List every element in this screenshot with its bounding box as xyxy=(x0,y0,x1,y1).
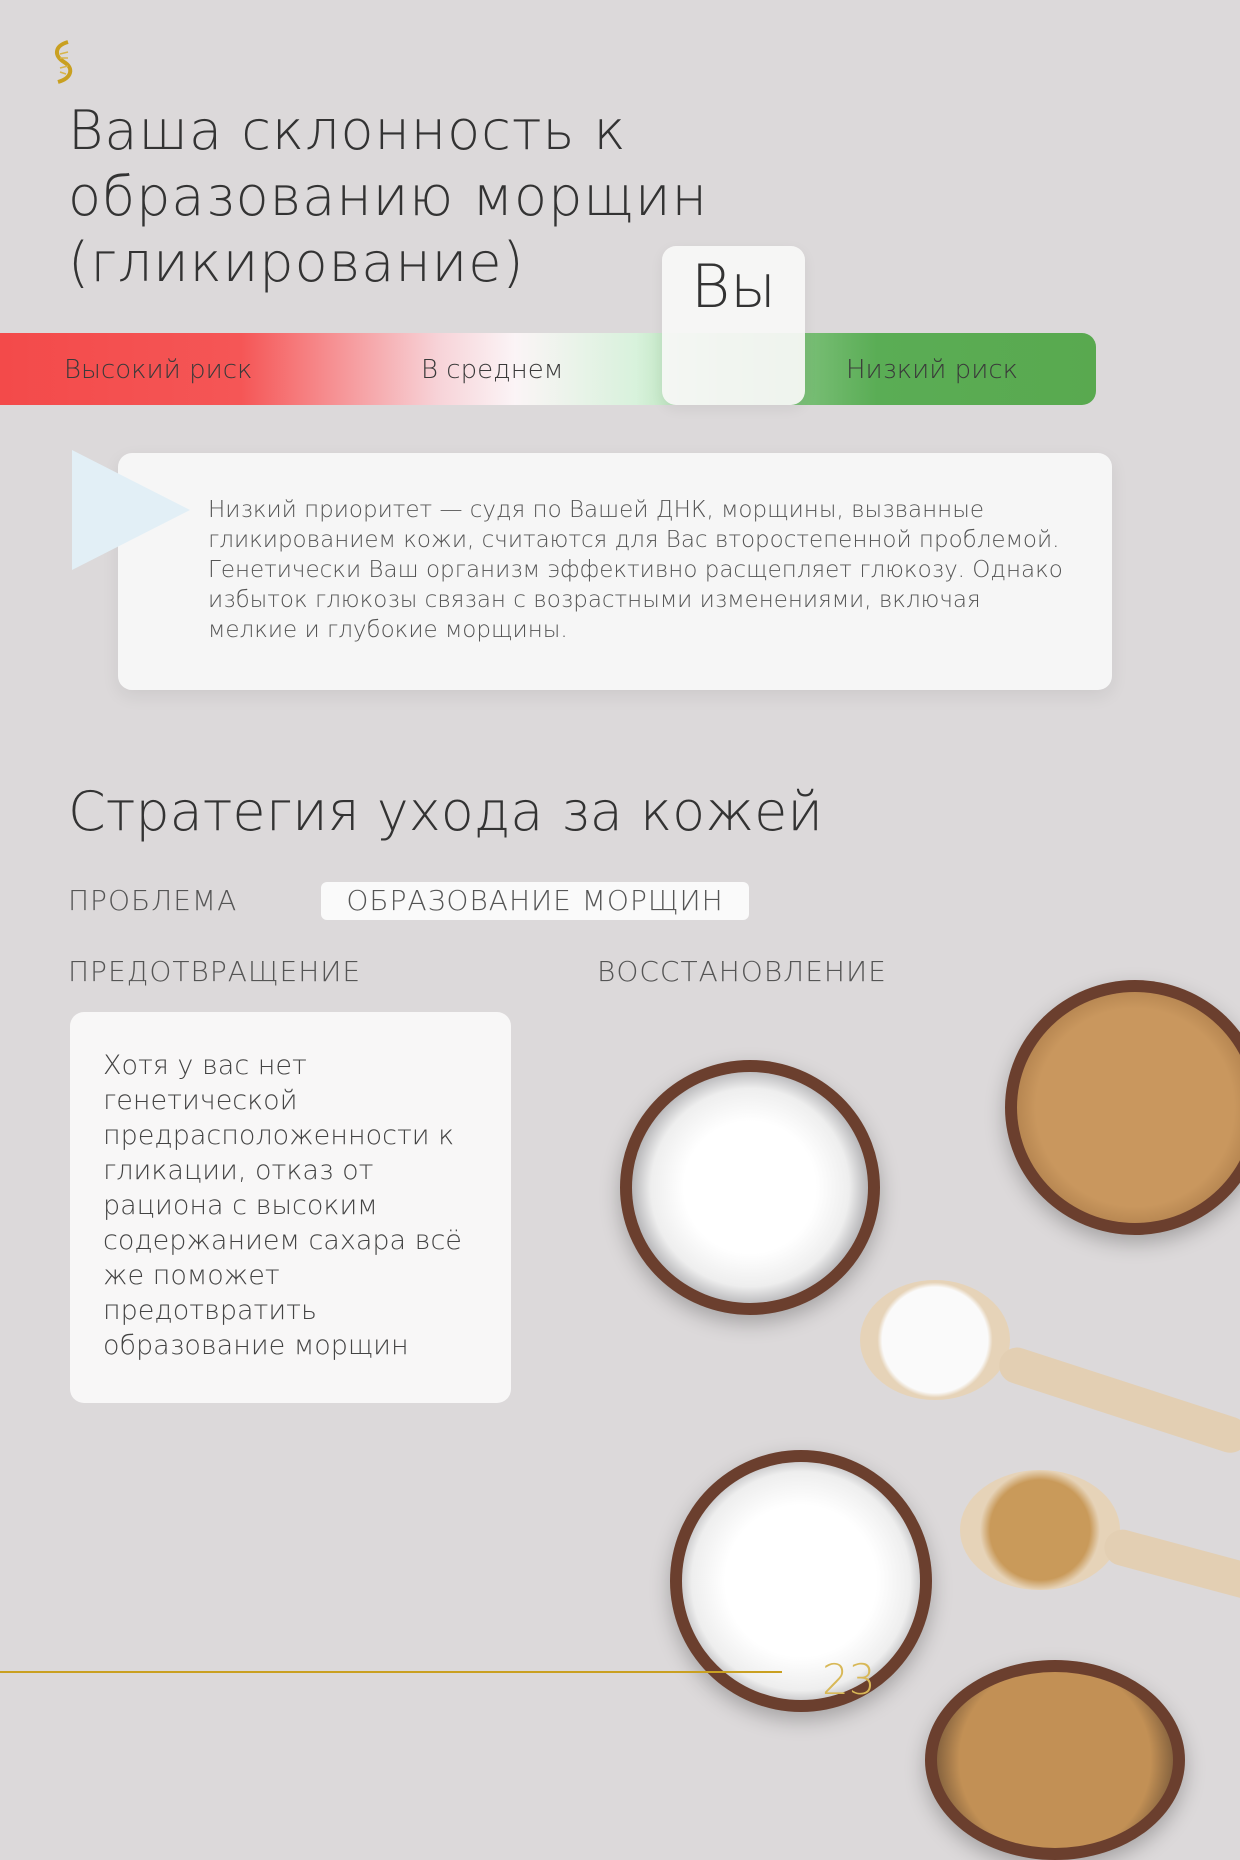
risk-label-low: Низкий риск xyxy=(846,355,1019,385)
callout-text: Низкий приоритет — судя по Вашей ДНК, мо… xyxy=(208,497,1063,643)
page-title: Ваша склонность к образованию морщин (гл… xyxy=(68,99,708,294)
recovery-label: ВОССТАНОВЛЕНИЕ xyxy=(597,955,887,988)
problem-tag: ОБРАЗОВАНИЕ МОРЩИН xyxy=(321,882,749,920)
dna-helix-icon xyxy=(55,40,73,84)
prevention-label: ПРЕДОТВРАЩЕНИЕ xyxy=(68,955,362,988)
you-marker: Вы xyxy=(662,246,805,405)
risk-label-high: Высокий риск xyxy=(64,355,253,385)
play-triangle-icon xyxy=(72,450,190,570)
prevention-card: Хотя у вас нет генетической предрасполож… xyxy=(70,1012,511,1403)
you-marker-label: Вы xyxy=(690,252,777,322)
section-title: Стратегия ухода за кожей xyxy=(68,780,823,843)
result-callout: Низкий приоритет — судя по Вашей ДНК, мо… xyxy=(118,453,1112,690)
risk-label-average: В среднем xyxy=(421,355,564,385)
risk-scale-bar: Высокий риск В среднем Низкий риск xyxy=(0,333,1096,405)
page-number: 23 xyxy=(822,1655,876,1704)
problem-label: ПРОБЛЕМА xyxy=(68,884,238,917)
footer-line xyxy=(0,1671,782,1673)
sugar-photo xyxy=(560,960,1240,1860)
prevention-text: Хотя у вас нет генетической предрасполож… xyxy=(103,1050,462,1361)
